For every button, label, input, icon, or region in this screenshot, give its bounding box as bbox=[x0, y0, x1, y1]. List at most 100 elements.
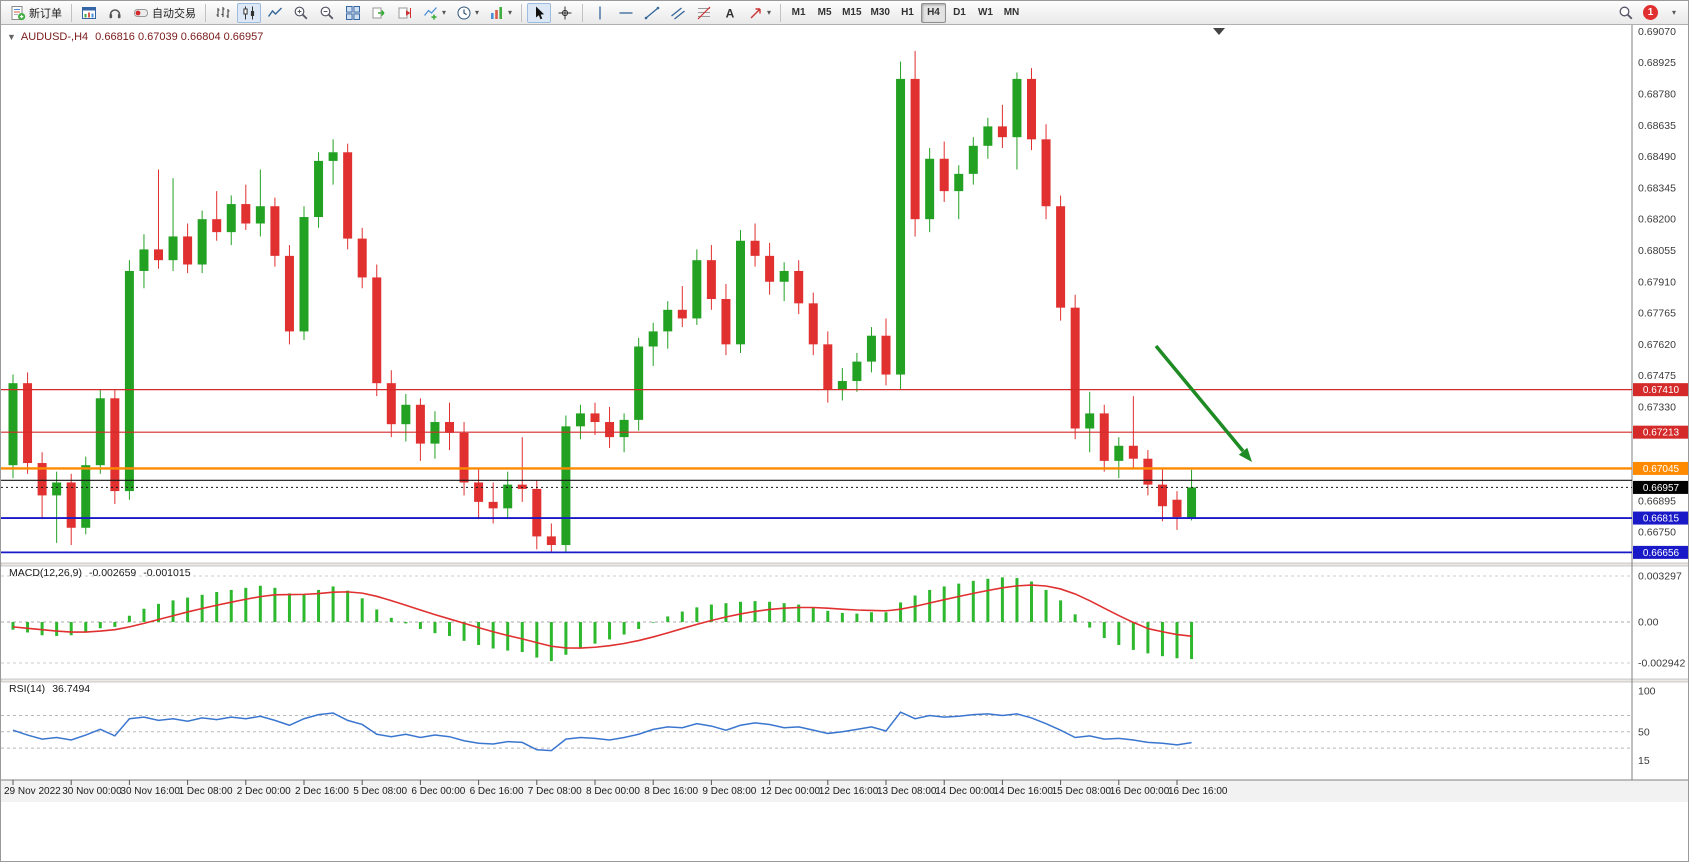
time-axis-label: 12 Dec 16:00 bbox=[819, 786, 879, 797]
candle-body bbox=[139, 249, 149, 271]
candle-body bbox=[343, 152, 353, 239]
timeframe-button-w1[interactable]: W1 bbox=[977, 7, 993, 18]
time-axis-label: 9 Dec 08:00 bbox=[702, 786, 756, 797]
candle-body bbox=[706, 260, 716, 300]
price-tag-label: 0.66815 bbox=[1643, 514, 1680, 525]
macd-main-value: -0.002659 bbox=[88, 567, 137, 579]
arrow-object-button[interactable]: ▾ bbox=[744, 3, 775, 23]
candle-body bbox=[546, 536, 556, 546]
fibonacci-button[interactable] bbox=[692, 3, 716, 23]
chevron-down-icon: ▾ bbox=[475, 7, 480, 17]
price-tag bbox=[1633, 545, 1688, 559]
autotrading-icon bbox=[134, 8, 148, 17]
chart-shift-icon bbox=[398, 7, 411, 18]
channel-button[interactable] bbox=[666, 3, 690, 23]
timeframe-button-m1[interactable]: M1 bbox=[791, 7, 806, 18]
time-axis-label: 29 Nov 2022 bbox=[4, 786, 61, 797]
line-chart-button[interactable] bbox=[263, 3, 287, 23]
timeframe-button-m15[interactable]: M15 bbox=[842, 7, 862, 18]
macd-axis-label: -0.002942 bbox=[1638, 658, 1685, 670]
auto-scroll-button[interactable] bbox=[367, 3, 391, 23]
horizontal-line-icon bbox=[619, 11, 633, 14]
chart-symbol-period: AUDUSD-,H4 bbox=[20, 31, 89, 43]
price-axis-label: 0.67475 bbox=[1638, 370, 1676, 382]
candlestick-chart-button[interactable] bbox=[237, 2, 261, 23]
candle-body bbox=[619, 419, 629, 438]
vertical-line-button[interactable] bbox=[588, 3, 612, 23]
timeframe-button-h1[interactable]: H1 bbox=[901, 7, 914, 18]
candle-body bbox=[8, 383, 18, 466]
candle-body bbox=[328, 152, 338, 161]
timeframe-button-d1[interactable]: D1 bbox=[953, 7, 966, 18]
toolbar-overflow-button[interactable]: ▾ bbox=[1663, 3, 1685, 23]
candle-body bbox=[648, 331, 658, 347]
chart-shift-button[interactable] bbox=[393, 3, 417, 23]
horizontal-line-button[interactable] bbox=[614, 3, 638, 23]
timeframe-button-m5[interactable]: M5 bbox=[817, 7, 832, 18]
candle-body bbox=[1085, 413, 1095, 429]
candle-body bbox=[81, 465, 91, 528]
tile-windows-button[interactable] bbox=[341, 3, 365, 23]
time-axis-label: 8 Dec 00:00 bbox=[586, 786, 640, 797]
price-tag-label: 0.66957 bbox=[1643, 483, 1680, 494]
crosshair-icon bbox=[558, 6, 572, 19]
toolbar-separator bbox=[71, 3, 72, 22]
toolbar-separator bbox=[780, 3, 782, 22]
trendline-button[interactable] bbox=[640, 3, 664, 23]
timeframe-button-m30[interactable]: M30 bbox=[870, 7, 890, 18]
panel-splitter-rsi[interactable] bbox=[1, 678, 1689, 683]
candle-body bbox=[605, 422, 615, 438]
timeframe-button-mn[interactable]: MN bbox=[1003, 7, 1020, 18]
channel-icon bbox=[671, 6, 685, 20]
candle-body bbox=[1027, 78, 1036, 140]
toolbar-separator bbox=[205, 3, 206, 22]
templates-button[interactable]: ▾ bbox=[485, 3, 516, 23]
one-click-trading-toggle[interactable]: ▼ bbox=[7, 32, 16, 42]
chevron-down-icon: ▾ bbox=[442, 7, 447, 17]
fibonacci-icon bbox=[697, 6, 711, 19]
chart-window-button[interactable] bbox=[77, 3, 101, 23]
indicators-button[interactable]: ▾ bbox=[419, 3, 450, 23]
time-axis-label: 8 Dec 16:00 bbox=[644, 786, 698, 797]
candle-body bbox=[110, 398, 120, 492]
trendline-icon bbox=[644, 6, 660, 19]
time-axis-strip[interactable] bbox=[1, 780, 1689, 802]
candle-body bbox=[1172, 499, 1182, 517]
candle-body bbox=[415, 404, 425, 444]
price-tag bbox=[1633, 425, 1688, 439]
headset-button[interactable] bbox=[103, 3, 127, 23]
notification-badge[interactable]: 1 bbox=[1643, 5, 1658, 20]
trend-arrow[interactable] bbox=[1154, 344, 1245, 453]
chevron-down-icon: ▾ bbox=[1671, 7, 1676, 17]
candle-body bbox=[794, 270, 804, 304]
bar-chart-button[interactable] bbox=[211, 3, 235, 23]
candle-body bbox=[445, 422, 454, 433]
timeframe-button-h4[interactable]: H4 bbox=[920, 2, 946, 23]
new-order-button[interactable]: 新订单 bbox=[6, 3, 66, 23]
candle-body bbox=[532, 488, 542, 537]
zoom-out-button[interactable] bbox=[315, 3, 339, 23]
text-button[interactable]: A bbox=[718, 3, 742, 23]
candle-body bbox=[896, 78, 906, 375]
time-axis-label: 12 Dec 00:00 bbox=[761, 786, 821, 797]
autotrading-button[interactable]: 自动交易 bbox=[129, 3, 200, 23]
price-axis-label: 0.68635 bbox=[1638, 120, 1676, 132]
chart-plot-area[interactable] bbox=[1, 26, 1632, 563]
candle-body bbox=[1114, 445, 1124, 461]
chart-title: ▼ AUDUSD-,H4 0.66816 0.67039 0.66804 0.669… bbox=[7, 31, 263, 43]
search-button[interactable] bbox=[1614, 3, 1638, 23]
panel-splitter-macd[interactable] bbox=[1, 562, 1689, 567]
candle-body bbox=[212, 219, 222, 233]
candle-body bbox=[168, 236, 178, 261]
zoom-in-button[interactable] bbox=[289, 3, 313, 23]
crosshair-button[interactable] bbox=[553, 3, 577, 23]
rsi-axis-label: 50 bbox=[1638, 726, 1650, 738]
periods-button[interactable]: ▾ bbox=[452, 3, 483, 23]
zoom-in-icon bbox=[294, 6, 308, 19]
candle-body bbox=[721, 299, 731, 345]
candle-body bbox=[270, 206, 280, 256]
candle-body bbox=[765, 255, 775, 282]
cursor-button[interactable] bbox=[527, 2, 552, 23]
chart-shift-marker[interactable] bbox=[1213, 28, 1225, 35]
